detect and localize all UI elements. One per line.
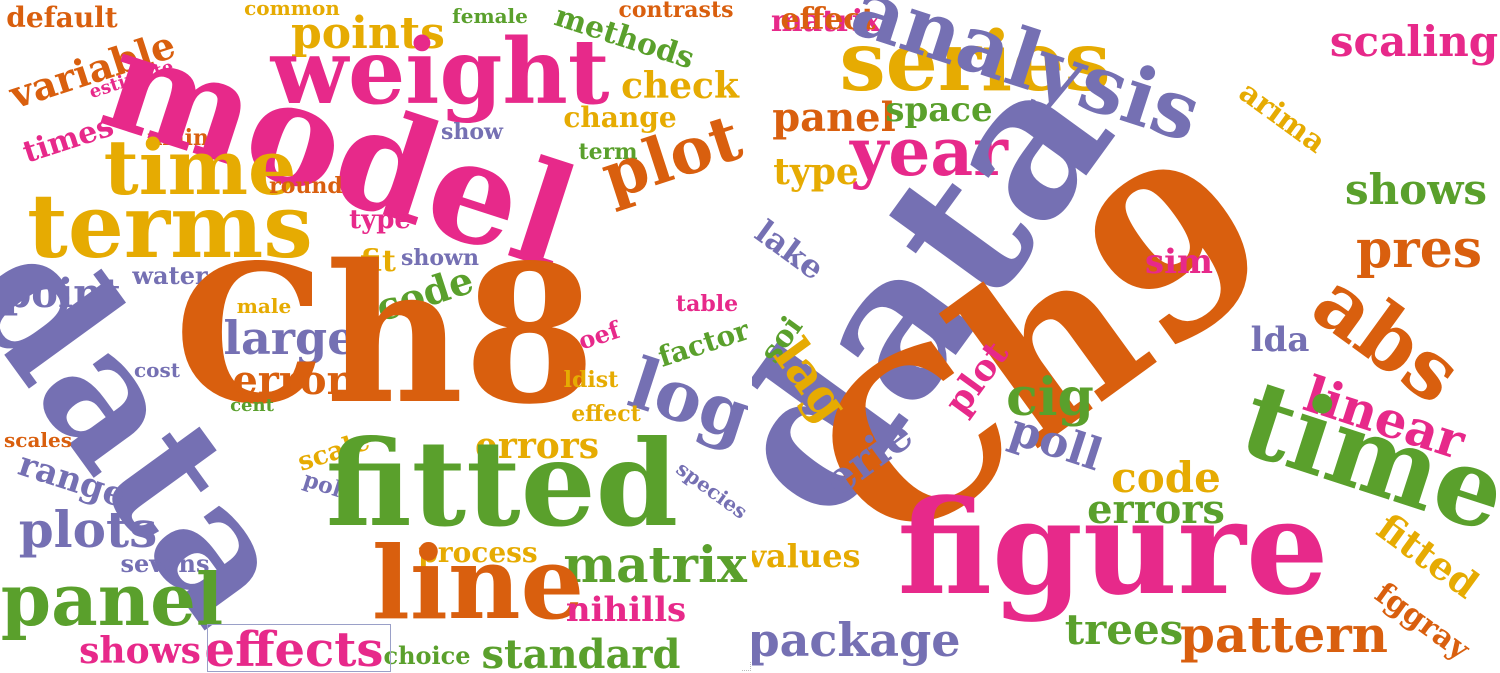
word-package: package — [752, 613, 961, 667]
word-panel: panel — [0, 557, 224, 642]
word-contrasts: contrasts — [618, 0, 734, 23]
cloud-divider — [748, 0, 752, 673]
resize-grip-icon[interactable] — [742, 662, 751, 671]
word-lda: lda — [1250, 320, 1310, 360]
word-cost: cost — [133, 358, 180, 382]
word-process: process — [418, 536, 538, 569]
word-code: code — [1111, 453, 1221, 502]
word-point: point — [3, 270, 121, 317]
word-space: space — [885, 90, 993, 130]
word-large: large — [223, 311, 357, 365]
word-figure: figure — [897, 471, 1329, 624]
word-show: show — [441, 119, 503, 145]
word-scales: scales — [4, 428, 72, 452]
word-common: common — [244, 0, 340, 20]
word-cent: cent — [230, 395, 274, 416]
word-cig: cig — [1006, 367, 1094, 428]
word-ldist: ldist — [563, 367, 619, 393]
word-effect: effect — [571, 401, 641, 427]
word-term: term — [578, 139, 638, 165]
word-errors: errors — [1087, 486, 1225, 533]
word-pres: pres — [1355, 219, 1483, 280]
word-trees: trees — [1064, 605, 1184, 654]
word-sim: sim — [1144, 242, 1214, 282]
word-line: line — [371, 524, 585, 642]
word-scaling: scaling — [1329, 17, 1499, 66]
word-female: female — [452, 4, 528, 28]
word-water: water — [132, 261, 208, 290]
word-arima: arima — [1232, 74, 1333, 161]
word-type: type — [773, 151, 859, 193]
word-choice: choice — [383, 641, 471, 670]
word-shows: shows — [1345, 165, 1487, 214]
word-check: check — [621, 65, 739, 107]
word-fitted: fitted — [325, 414, 679, 553]
word-species: species — [671, 456, 748, 524]
selection-box[interactable] — [207, 624, 391, 672]
word-cloud-ch9: matrix effect series analysis scaling panel ye… — [752, 0, 1500, 673]
word-type: type — [349, 205, 411, 235]
word-error: error — [232, 357, 348, 404]
word-main: main — [147, 125, 209, 151]
word-year: year — [850, 113, 1008, 191]
word-shows: shows — [79, 630, 201, 672]
word-errors: errors — [474, 425, 600, 467]
word-table: table — [675, 291, 739, 317]
word-shown: shown — [401, 245, 479, 271]
word-nihills: nihills — [565, 590, 687, 630]
word-matrix: matrix — [770, 4, 882, 39]
word-ch8: Ch8 — [174, 223, 596, 446]
word-matrix: matrix — [563, 535, 747, 594]
word-weight: weight — [270, 19, 610, 125]
word-round: round — [269, 173, 343, 199]
word-series: series — [839, 14, 1111, 110]
word-effects: effects — [204, 622, 384, 673]
word-sevens: sevens — [120, 549, 210, 578]
word-cloud-ch8: default common female methods contrasts varia… — [0, 0, 748, 673]
word-points: points — [291, 8, 445, 59]
word-pattern: pattern — [1179, 605, 1389, 664]
word-effect: effect — [780, 2, 876, 37]
word-values: values — [752, 537, 861, 575]
word-time: time — [103, 123, 297, 212]
word-default: default — [6, 1, 118, 34]
word-fit: fit — [360, 244, 396, 279]
word-change: change — [563, 101, 677, 134]
word-terms: terms — [27, 174, 313, 278]
word-male: male — [236, 294, 292, 318]
word-plots: plots — [18, 500, 158, 559]
word-panel: panel — [772, 94, 896, 141]
word-standard: standard — [481, 631, 681, 673]
